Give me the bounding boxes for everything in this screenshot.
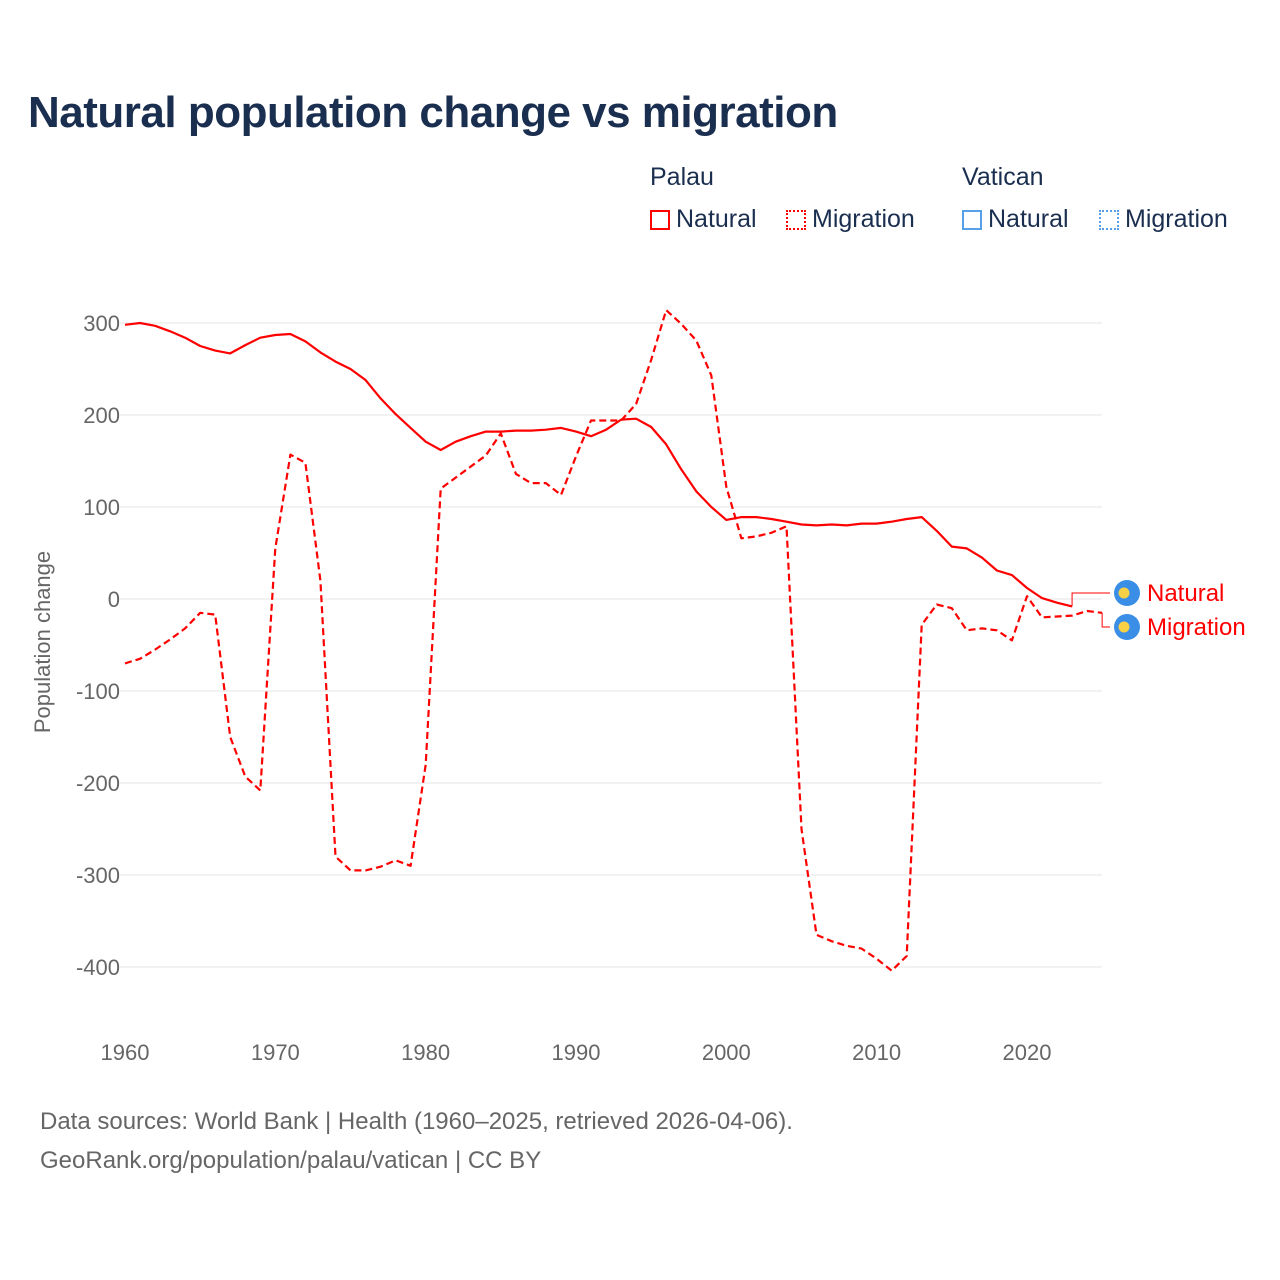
y-tick-label: -100: [76, 679, 120, 704]
x-tick-label: 1960: [101, 1040, 150, 1065]
y-tick-label: 300: [83, 311, 120, 336]
legend-group-vatican: Vatican: [962, 163, 1044, 191]
footer-sources: Data sources: World Bank | Health (1960–…: [40, 1108, 793, 1135]
solid-swatch-icon: [962, 209, 982, 230]
legend-palau-natural[interactable]: Natural: [650, 205, 757, 234]
y-tick-label: -300: [76, 863, 120, 888]
solid-swatch-icon: [650, 209, 670, 230]
legend-label: Natural: [676, 205, 757, 233]
y-tick-label: 0: [108, 587, 120, 612]
series-line-natural: [124, 321, 1073, 608]
series-line-migration: [124, 309, 1103, 972]
end-marker-dot-icon: [1118, 621, 1130, 633]
end-marker-dot-icon: [1118, 587, 1130, 599]
legend-vatican-migration[interactable]: Migration: [1099, 205, 1228, 234]
legend-palau-migration[interactable]: Migration: [786, 205, 915, 234]
legend-label: Natural: [988, 205, 1069, 233]
x-tick-label: 1980: [401, 1040, 450, 1065]
y-tick-label: -200: [76, 771, 120, 796]
x-tick-label: 1990: [552, 1040, 601, 1065]
footer-link[interactable]: GeoRank.org/population/palau/vatican | C…: [40, 1147, 542, 1174]
y-tick-label: 100: [83, 495, 120, 520]
x-tick-label: 2020: [1003, 1040, 1052, 1065]
end-label-migration: Migration: [1147, 614, 1246, 641]
end-label-connector: [1101, 612, 1110, 628]
chart-title: Natural population change vs migration: [28, 88, 838, 137]
x-tick-label: 1970: [251, 1040, 300, 1065]
legend-label: Migration: [1125, 205, 1228, 233]
dotted-swatch-icon: [786, 209, 806, 230]
legend-vatican-natural[interactable]: Natural: [962, 205, 1069, 234]
legend-group-palau: Palau: [650, 163, 714, 191]
x-tick-label: 2010: [852, 1040, 901, 1065]
y-tick-label: 200: [83, 403, 120, 428]
legend-label: Migration: [812, 205, 915, 233]
end-label-connector: [1071, 592, 1110, 607]
end-label-natural: Natural: [1147, 580, 1224, 607]
y-tick-label: -400: [76, 955, 120, 980]
x-tick-label: 2000: [702, 1040, 751, 1065]
dotted-swatch-icon: [1099, 209, 1119, 230]
y-axis-label: Population change: [30, 551, 55, 733]
